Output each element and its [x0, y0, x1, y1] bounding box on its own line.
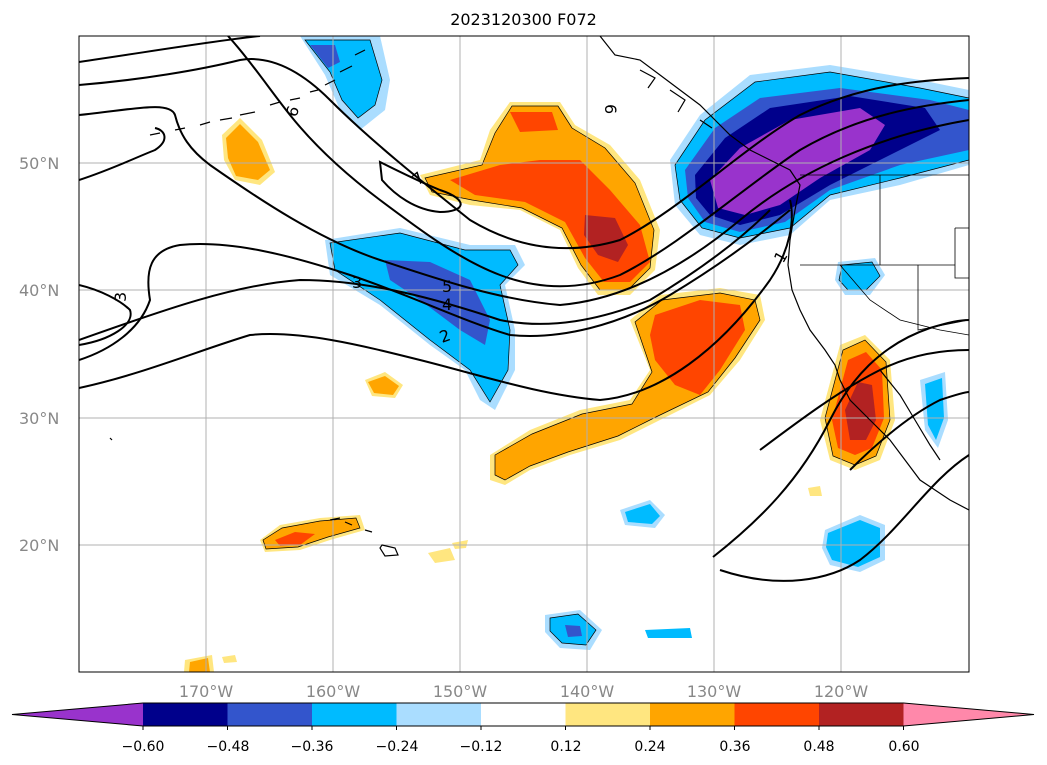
plot-frame — [78, 35, 970, 673]
shaded-fields — [184, 36, 969, 672]
colorbar-tick-label: 0.60 — [888, 739, 919, 755]
colorbar — [11, 702, 1035, 730]
colorbar-segment — [227, 703, 313, 726]
colorbar-segment — [143, 703, 228, 726]
latitude-labels: 50°N 40°N 30°N 20°N — [19, 154, 59, 555]
lon-label-130w: 130°W — [687, 682, 742, 701]
coastlines — [109, 36, 969, 557]
colorbar-extend-high — [903, 703, 1034, 726]
colorbar-segment — [565, 703, 651, 726]
contour-label-5: 5 — [442, 277, 452, 296]
contour-label-3b: 3 — [111, 292, 130, 302]
colorbar-tick-label: 0.12 — [550, 739, 581, 755]
colorbar-segment — [734, 703, 820, 726]
lon-label-120w: 120°W — [814, 682, 869, 701]
colorbar-tick-label: 0.48 — [803, 739, 834, 755]
colorbar-segment — [396, 703, 482, 726]
lat-label-40: 40°N — [19, 281, 59, 300]
lon-label-140w: 140°W — [560, 682, 615, 701]
colorbar-tick-label: −0.60 — [122, 739, 165, 755]
contour-label-3a: 3 — [352, 273, 362, 292]
contours — [79, 36, 969, 582]
contour-label-4: 4 — [442, 295, 452, 314]
lat-label-20: 20°N — [19, 536, 59, 555]
colorbar-segment — [481, 703, 566, 726]
contour-label-6b: 6 — [601, 104, 620, 114]
lon-label-170w: 170°W — [179, 682, 234, 701]
colorbar-tick-label: 0.36 — [719, 739, 750, 755]
colorbar-extend-low — [12, 703, 143, 726]
colorbar-segment — [312, 703, 397, 726]
colorbar-tick-label: 0.24 — [634, 739, 665, 755]
colorbar-segment — [650, 703, 735, 726]
map-title: 2023120300 F072 — [450, 10, 597, 29]
colorbar-tick-labels: −0.60 −0.48 −0.36 −0.24 −0.12 0.12 0.24 … — [122, 739, 920, 755]
colorbar-tick-label: −0.48 — [207, 739, 250, 755]
lon-label-160w: 160°W — [306, 682, 361, 701]
colorbar-tick-label: −0.24 — [376, 739, 419, 755]
colorbar-tick-label: −0.12 — [460, 739, 503, 755]
gridlines — [79, 36, 969, 672]
colorbar-segment — [819, 703, 904, 726]
lat-label-50: 50°N — [19, 154, 59, 173]
lon-label-150w: 150°W — [433, 682, 488, 701]
lat-label-30: 30°N — [19, 409, 59, 428]
longitude-labels: 170°W 160°W 150°W 140°W 130°W 120°W — [179, 682, 869, 701]
colorbar-tick-label: −0.36 — [291, 739, 334, 755]
